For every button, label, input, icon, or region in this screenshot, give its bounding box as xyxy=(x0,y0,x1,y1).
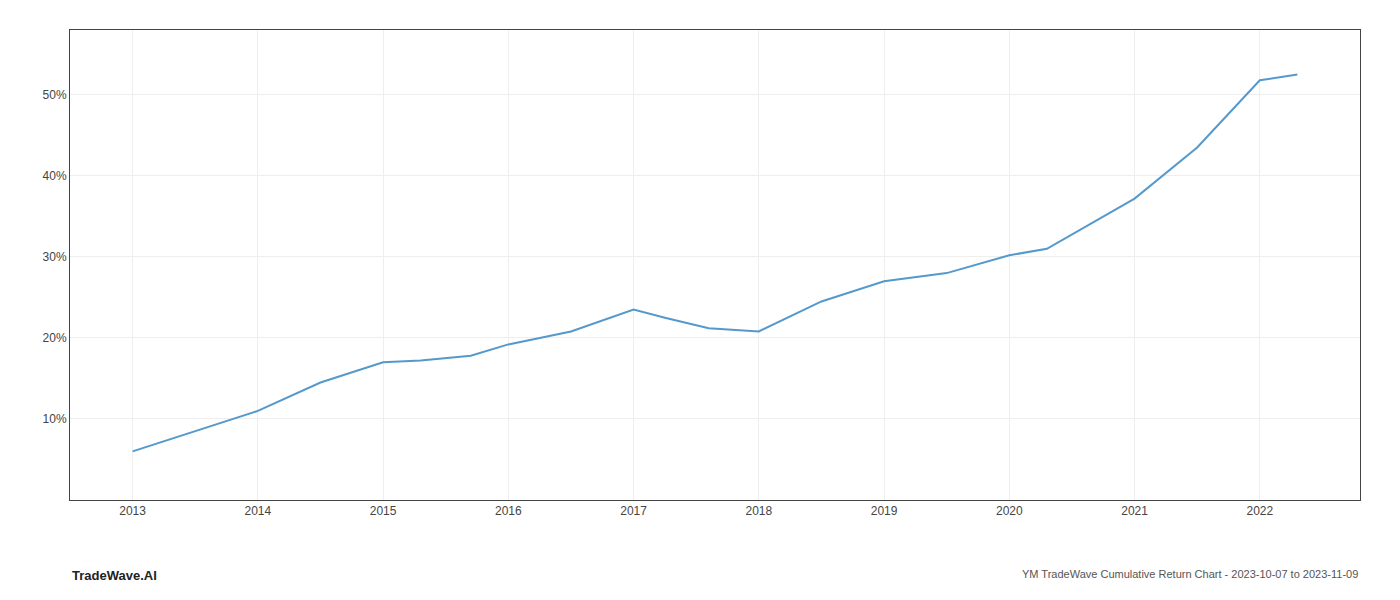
svg-text:YM TradeWave Cumulative Return: YM TradeWave Cumulative Return Chart - 2… xyxy=(1022,568,1358,580)
svg-text:2017: 2017 xyxy=(620,504,647,518)
svg-text:2015: 2015 xyxy=(370,504,397,518)
svg-text:2018: 2018 xyxy=(745,504,772,518)
svg-text:50%: 50% xyxy=(43,88,67,102)
svg-text:20%: 20% xyxy=(43,331,67,345)
svg-text:2016: 2016 xyxy=(495,504,522,518)
svg-text:2013: 2013 xyxy=(119,504,146,518)
svg-text:TradeWave.AI: TradeWave.AI xyxy=(72,568,157,583)
svg-text:10%: 10% xyxy=(43,412,67,426)
svg-text:2019: 2019 xyxy=(871,504,898,518)
svg-text:2022: 2022 xyxy=(1246,504,1273,518)
svg-text:2014: 2014 xyxy=(245,504,272,518)
svg-text:40%: 40% xyxy=(43,169,67,183)
svg-text:2021: 2021 xyxy=(1121,504,1148,518)
svg-text:2020: 2020 xyxy=(996,504,1023,518)
svg-text:30%: 30% xyxy=(43,250,67,264)
